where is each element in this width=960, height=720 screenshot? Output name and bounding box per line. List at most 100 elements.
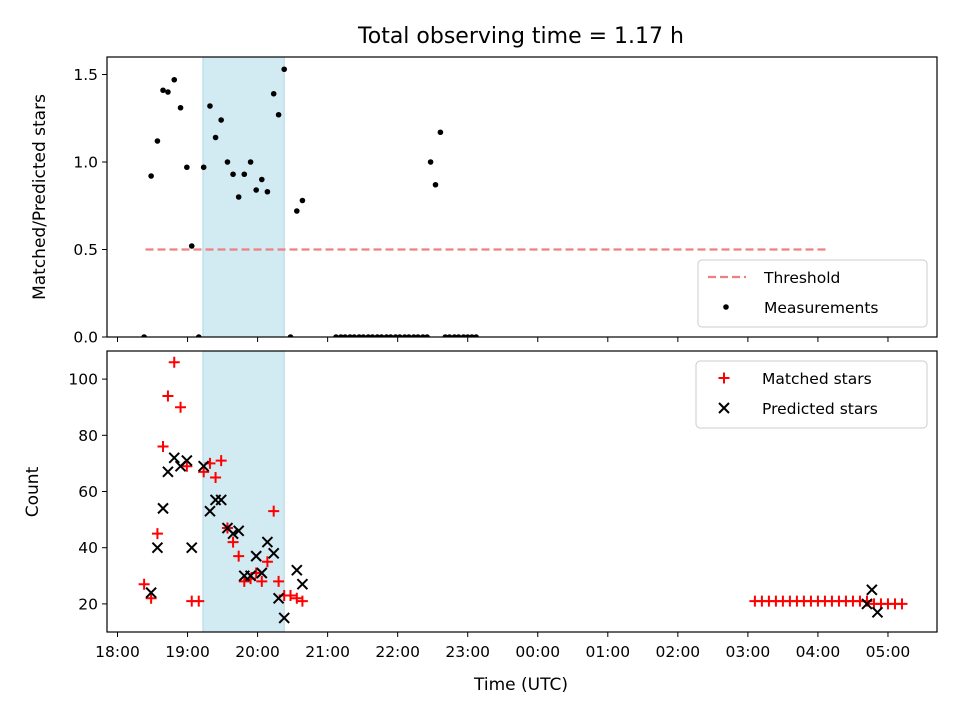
matched-star-point — [296, 595, 308, 607]
predicted-star-point — [256, 567, 268, 579]
bottom-y-axis-label: Count — [23, 466, 43, 517]
matched-star-point — [175, 401, 187, 413]
x-tick-label: 23:00 — [445, 643, 490, 661]
y-tick-label: 0.5 — [73, 241, 98, 259]
measurement-point — [360, 334, 367, 337]
measurement-point — [195, 334, 202, 337]
measurement-point — [338, 334, 344, 337]
legend-predicted-swatch — [718, 402, 730, 414]
matched-star-point — [193, 595, 205, 607]
x-tick-label: 18:00 — [95, 643, 140, 661]
measurement-point — [446, 334, 453, 337]
measurement-point — [455, 334, 462, 337]
measurement-point — [184, 164, 190, 171]
y-tick-label: 100 — [68, 371, 98, 389]
measurement-point — [258, 176, 265, 183]
measurement-point — [415, 334, 421, 337]
predicted-star-point — [181, 454, 193, 467]
measurement-point — [442, 334, 449, 337]
measurement-point — [460, 334, 467, 337]
predicted-star-point — [861, 598, 873, 610]
measurement-point — [369, 334, 376, 337]
measurement-point — [464, 334, 471, 337]
measurement-point — [230, 171, 236, 178]
predicted-star-point — [261, 536, 274, 548]
legend-frame — [695, 360, 928, 429]
matched-star-point — [268, 505, 280, 517]
matched-star-point — [227, 536, 239, 548]
predicted-star-point — [267, 547, 280, 560]
x-tick-label: 03:00 — [726, 643, 771, 661]
matched-star-point — [168, 356, 180, 368]
matched-star-point — [181, 460, 193, 472]
matched-star-point — [285, 589, 297, 601]
measurement-point — [294, 208, 300, 214]
observing-window-span — [202, 57, 285, 337]
x-tick-label: 05:00 — [866, 643, 911, 661]
bottom-panel: 20 40 60 80 100 18:00 19:00 20:00 21:00 22:00 23:0… — [68, 350, 938, 661]
x-tick-label: 20:00 — [235, 643, 280, 661]
measurement-point — [148, 173, 154, 179]
x-tick-label: 22:00 — [375, 643, 420, 661]
measurement-point — [160, 87, 166, 94]
measurement-point — [275, 111, 282, 118]
measurement-point — [410, 334, 417, 337]
y-tick-label: 0.0 — [73, 329, 98, 347]
predicted-star-point — [866, 584, 878, 596]
measurement-point — [406, 334, 412, 337]
predicted-star-point — [272, 592, 285, 604]
measurement-point — [351, 334, 358, 337]
measurement-point — [387, 334, 394, 337]
y-tick-label: 40 — [78, 539, 98, 557]
measurement-point — [241, 171, 248, 178]
y-tick-label: 1.0 — [73, 154, 98, 172]
matched-star-point — [151, 528, 163, 540]
measurement-point — [365, 334, 372, 337]
predicted-star-point — [162, 466, 174, 478]
legend: Threshold Measurements — [697, 259, 928, 328]
predicted-star-point — [215, 494, 227, 506]
matched-star-point — [215, 455, 227, 467]
measurement-point — [342, 334, 348, 337]
measurement-point — [392, 334, 399, 337]
measurement-point — [200, 164, 207, 171]
matched-star-point — [256, 575, 268, 587]
measurement-point — [469, 334, 475, 337]
matched-star-point — [291, 592, 303, 604]
x-tick-label: 00:00 — [515, 643, 560, 661]
measurement-point — [473, 334, 479, 337]
measurement-point — [207, 103, 213, 109]
predicted-star-point — [250, 550, 262, 562]
predicted-star-point — [186, 541, 198, 554]
measurement-point — [224, 159, 231, 165]
measurement-point — [253, 187, 259, 193]
measurement-point — [424, 334, 430, 337]
observing-window-span — [202, 351, 285, 632]
predicted-star-point — [168, 452, 180, 464]
y-tick-label: 1.5 — [73, 66, 98, 84]
axes-frame — [106, 56, 938, 338]
predicted-star-point — [151, 541, 164, 554]
figure-title: Total observing time = 1.17 h — [357, 24, 684, 49]
legend-label: Matched stars — [762, 370, 872, 388]
predicted-star-point — [278, 612, 290, 624]
matched-star-point — [238, 575, 250, 587]
y-tick-label: 60 — [78, 483, 98, 501]
x-axis-label: Time (UTC) — [473, 675, 568, 695]
legend-matched-swatch — [718, 372, 730, 384]
predicted-star-point — [296, 578, 309, 590]
y-tick-label: 80 — [78, 427, 98, 445]
predicted-star-point — [157, 502, 169, 515]
measurement-point — [165, 89, 171, 95]
legend-label: Threshold — [763, 269, 840, 287]
measurement-point — [247, 159, 254, 165]
measurement-point — [270, 90, 277, 97]
measurement-point — [374, 334, 381, 337]
matched-star-point — [198, 466, 210, 478]
matched-star-point — [273, 575, 285, 587]
matched-star-point — [210, 471, 222, 483]
measurement-point — [396, 334, 403, 337]
measurement-point — [437, 129, 444, 136]
matched-star-point — [896, 598, 908, 610]
